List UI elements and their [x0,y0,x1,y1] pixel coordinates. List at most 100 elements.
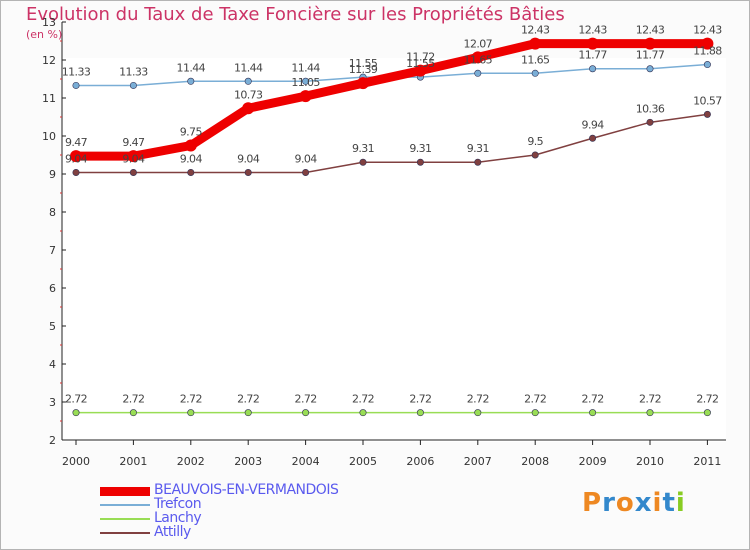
data-label: 11.44 [291,61,320,74]
y-tick-label: 5 [49,320,56,333]
logo-letter: x [634,488,653,518]
data-label: 9.04 [237,152,260,165]
data-point [474,69,482,77]
series-line-beauvois-en-vermandois [71,39,712,161]
data-point [703,110,711,118]
data-label: 10.36 [636,102,665,115]
legend-label: Lanchy [154,510,202,526]
data-label: 2.72 [180,393,202,406]
data-label: 2.72 [582,393,604,406]
data-label: 11.65 [464,53,493,66]
x-tick-label: 2009 [579,455,607,468]
logo-letter: P [582,488,603,518]
data-label: 10.73 [234,88,263,101]
data-label: 9.47 [65,136,88,149]
x-tick-label: 2008 [521,455,549,468]
data-point [129,168,137,176]
data-label: 12.43 [693,24,722,37]
y-tick-label: 7 [49,244,56,257]
data-point [242,102,255,115]
data-label: 11.39 [349,63,378,76]
data-point [299,90,312,103]
data-label: 9.04 [295,152,318,165]
x-tick-label: 2007 [464,455,492,468]
data-label: 11.05 [291,76,320,89]
data-point [184,139,197,152]
data-label: 11.33 [62,65,91,78]
data-point [416,158,424,166]
x-tick-label: 2000 [62,455,90,468]
data-point [72,409,80,417]
chart-title: Evolution du Taux de Taxe Foncière sur l… [26,4,565,25]
y-tick-label: 13 [42,16,56,29]
legend-label: Trefcon [154,496,202,512]
data-label: 12.07 [464,37,493,50]
y-axis-unit: (en %) [26,28,63,41]
data-label: 11.33 [119,65,148,78]
data-label: 2.72 [122,393,144,406]
data-point [129,81,137,89]
data-label: 9.5 [527,135,543,148]
data-point [357,77,369,90]
data-point [187,77,195,85]
data-label: 2.72 [409,393,431,406]
data-point [70,150,82,163]
data-point [72,168,80,176]
data-point [703,61,711,69]
data-label: 9.04 [65,152,88,165]
data-label: 9.75 [180,126,203,139]
legend-swatch [100,532,150,534]
y-tick-label: 9 [49,168,56,181]
data-label: 2.72 [352,393,374,406]
data-label: 2.72 [65,393,87,406]
y-tick-label: 11 [42,92,56,105]
legend-swatch [100,518,150,520]
data-point [129,409,137,417]
x-tick-label: 2006 [406,455,434,468]
data-label: 12.43 [578,24,607,37]
data-point [646,409,654,417]
series-line-attilly [75,113,709,174]
plot-area [62,58,726,442]
data-point [359,158,367,166]
y-tick-label: 4 [49,358,56,371]
data-point [302,409,310,417]
data-label: 2.72 [295,393,317,406]
x-tick-label: 2010 [636,455,664,468]
data-label: 11.44 [177,61,206,74]
data-point [414,64,427,77]
x-tick-label: 2001 [119,455,147,468]
data-point [646,118,654,126]
data-point [474,409,482,417]
data-label: 9.04 [180,152,203,165]
data-point [703,409,711,417]
logo-letter: r [602,488,616,518]
data-point [359,409,367,417]
data-point [531,151,539,159]
data-label: 11.88 [693,45,722,58]
legend-label: Attilly [154,524,191,540]
logo-letter: t [662,488,676,518]
data-point [644,37,656,50]
data-label: 9.31 [409,142,431,155]
data-point [586,37,599,50]
data-point [244,409,252,417]
logo-letter: i [652,488,663,518]
data-point [529,37,542,50]
y-tick-label: 3 [49,396,56,409]
data-label: 9.31 [467,142,489,155]
data-label: 11.77 [578,49,607,62]
y-tick-label: 10 [42,130,56,143]
data-label: 12.43 [636,24,665,37]
data-point [187,168,195,176]
y-tick-label: 6 [49,282,56,295]
data-label: 11.72 [406,51,435,64]
data-label: 2.72 [524,393,546,406]
data-point [187,409,195,417]
data-point [589,65,597,73]
legend-swatch [100,486,150,496]
data-point [646,65,654,73]
data-point [302,168,310,176]
data-point [589,134,597,142]
